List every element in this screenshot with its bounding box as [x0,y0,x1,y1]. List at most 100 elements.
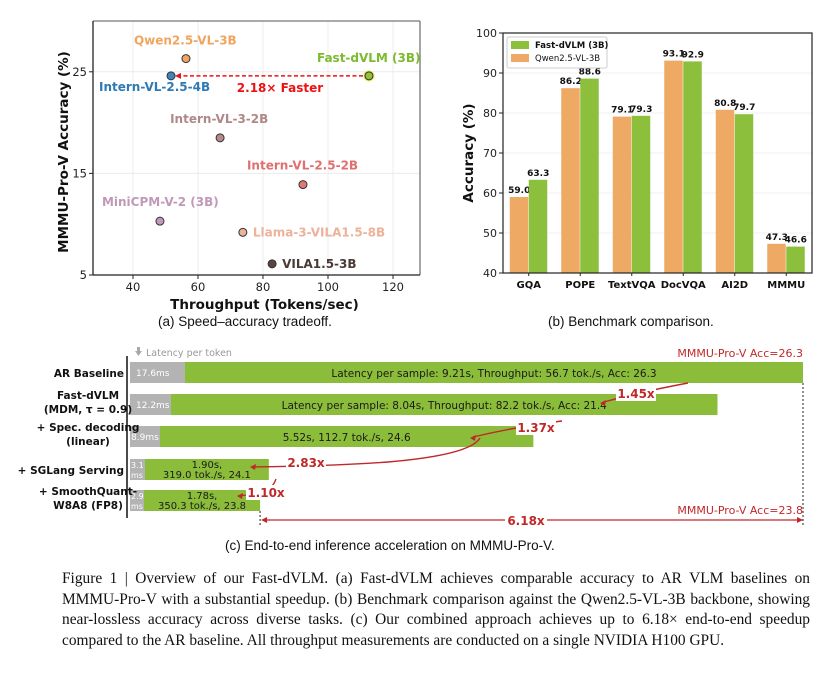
x-tick-label: GQA [517,280,542,291]
bar-value-label: 80.8 [714,99,736,109]
token-latency-label: 12.2ms [136,401,170,411]
data-point [215,133,225,143]
x-tick-label: MMMU [767,280,805,291]
total-speedup-arrowhead-right [797,517,803,523]
bar [561,88,580,273]
bar [580,78,599,273]
y-tick-label: 15 [72,166,87,180]
x-tick-label: 100 [317,280,339,294]
token-latency-label: ms [131,471,143,480]
bar [631,115,651,273]
inference-acceleration-chart: Latency per token 17.6ms Latency per sampl… [18,347,804,528]
latency-bar [130,362,803,383]
token-latency-segment [130,426,160,447]
y-tick-label: 40 [483,267,497,280]
bar [683,61,702,274]
latency-row: 3.1ms 1.90s,319.0 tok./s, 24.1 [130,459,269,481]
x-tick-label: 80 [256,280,271,294]
data-point [181,54,191,64]
point-label: Llama-3-VILA1.5-8B [253,225,385,239]
y-tick-label: 25 [72,65,87,79]
speed-accuracy-scatter: 40 60 80 100 120 5 15 25 Throughput (Tokens/sec)… [56,20,421,313]
data-point [267,259,277,269]
x-tick-label: AI2D [721,280,748,291]
bar [715,109,735,273]
data-point [166,71,176,81]
total-speedup-arrowhead-left [261,517,268,523]
bar-value-label: 46.6 [785,236,807,246]
speedup-label: 2.18× Faster [237,81,323,95]
latency-bar [130,459,269,480]
bar-value-label: 59.0 [508,186,530,196]
token-latency-segment [130,394,171,415]
row-label: + SmoothQuant- [39,486,137,498]
bar [734,114,754,273]
legend-swatch [511,41,529,49]
row-label: + Spec. decoding [37,422,140,434]
bar-value-label: 86.2 [560,77,582,87]
legend-swatch [511,54,529,62]
bar-text: 1.78s, [187,491,218,502]
data-point [238,227,248,237]
bar-value-label: 93.1 [663,50,685,60]
point-label: VILA1.5-3B [282,257,356,271]
total-speedup-label: 6.18x [507,514,545,528]
speedup-arrowhead [237,493,243,499]
token-latency-segment [130,459,145,480]
bar [509,197,529,273]
label-backdrop [286,455,326,470]
latency-legend-note: Latency per token [146,348,232,359]
token-latency-label: 2.9 [131,492,144,501]
latency-bar [130,394,718,415]
bar-value-label: 79.3 [630,105,652,115]
figure-caption: Figure 1 | Overview of our Fast-dVLM. (a… [62,570,810,649]
speedup-arrowhead [600,400,606,406]
speedup-arrowhead [250,464,256,470]
latency-row: 2.9ms 1.78s,350.3 tok./s, 23.8 [130,490,261,512]
x-tick-label: 120 [382,280,404,294]
point-label: Intern-VL-2.5-4B [99,80,210,94]
latency-row: 8.9ms 5.52s, 112.7 tok./s, 24.6 [130,426,534,447]
point-label: Intern-VL-3-2B [170,112,268,126]
bar-value-label: 88.6 [579,68,601,78]
point-label: MiniCPM-V-2 (3B) [102,195,219,209]
bar-value-label: 47.3 [766,233,788,243]
row-label: AR Baseline [54,368,124,380]
latency-bar [130,490,261,511]
token-latency-segment [130,362,185,383]
row-label: (MDM, τ = 0.9) [44,404,132,416]
bar-text: 5.52s, 112.7 tok./s, 24.6 [283,432,411,444]
x-tick-label: POPE [565,280,595,291]
point-label: Intern-VL-2.5-2B [247,159,358,173]
y-tick-label: 5 [80,268,87,282]
x-tick-label: DocVQA [661,280,706,291]
bar-text: 319.0 tok./s, 24.1 [163,470,251,481]
x-tick-label: 60 [191,280,206,294]
speedup-label: 2.83x [287,456,325,470]
bar [528,179,548,273]
row-label: + SGLang Serving [18,465,124,477]
y-tick-label: 50 [483,227,497,240]
speedup-label: 1.37x [517,421,555,435]
legend-box [506,36,608,69]
latency-row: 12.2ms Latency per sample: 8.04s, Through… [130,394,718,415]
bar [664,60,683,273]
speedup-arrowhead [470,435,476,441]
row-label: (linear) [66,436,110,448]
acc-top-label: MMMU-Pro-V Acc=26.3 [677,347,803,360]
data-point [155,216,165,226]
y-axis-label: Accuracy (%) [461,103,477,202]
latency-bar [130,426,534,447]
token-latency-label: 3.1 [131,461,144,470]
caption-b: (b) Benchmark comparison. [548,314,714,329]
row-label: W8A8 (FP8) [53,500,123,512]
caption-a: (a) Speed–accuracy tradeoff. [158,314,332,329]
down-arrow-icon [135,347,142,356]
legend-label: Fast-dVLM (3B) [535,41,608,51]
bar-text: 350.3 tok./s, 23.8 [158,501,246,512]
benchmark-bar-chart: 59.0 63.3 GQA 86.288.6 POPE 79.179.3 TextVQA 93… [461,27,813,291]
bar [786,246,805,273]
label-backdrop [505,512,547,527]
speedup-label: 1.10x [247,486,285,500]
bar-value-label: 63.3 [527,169,549,179]
